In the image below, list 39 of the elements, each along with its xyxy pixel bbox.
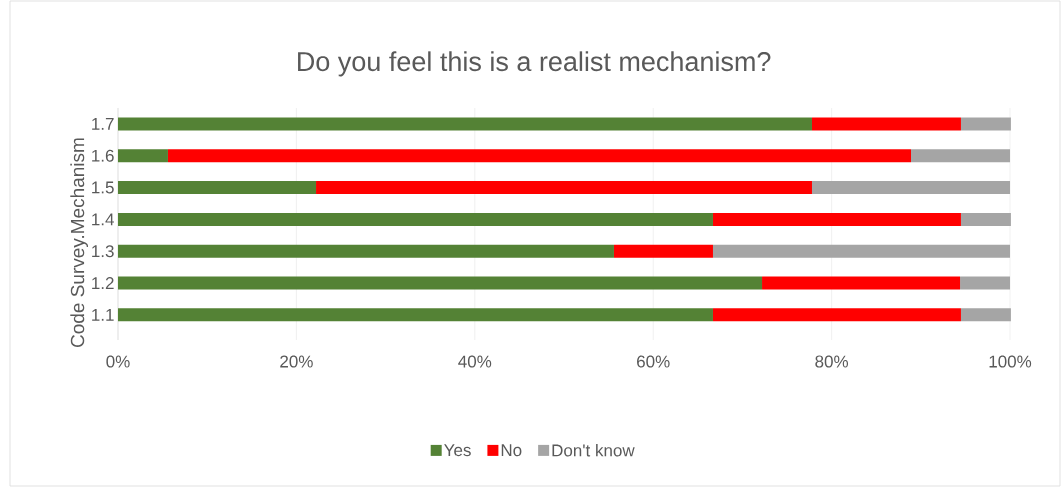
x-tick-label: 20% <box>280 355 313 368</box>
bar <box>712 244 1011 258</box>
bar <box>911 149 1011 163</box>
x-tick-label: 100% <box>989 355 1032 368</box>
chart-title: Do you feel this is a realist mechanism? <box>298 51 771 77</box>
bar <box>811 181 1011 195</box>
legend-label: Don't know <box>552 444 635 457</box>
bar <box>960 212 1011 226</box>
bar <box>712 308 961 322</box>
legend-label: Yes <box>444 444 471 457</box>
y-tick-label: 1.7 <box>92 118 114 130</box>
bar <box>118 276 763 290</box>
legend-label: No <box>501 444 522 457</box>
bar <box>712 212 961 226</box>
bar <box>613 244 713 258</box>
bar <box>118 308 713 322</box>
bar <box>118 117 812 131</box>
bar <box>762 276 961 290</box>
y-tick-label: 1.3 <box>92 245 114 258</box>
bar <box>118 181 317 195</box>
y-tick-label: 1.2 <box>92 277 114 289</box>
bar <box>811 117 961 131</box>
x-tick-label: 80% <box>815 355 849 368</box>
x-tick-label: 40% <box>458 355 492 368</box>
y-tick-label: 1.4 <box>92 213 114 226</box>
bar <box>960 308 1011 322</box>
bar <box>960 276 1011 290</box>
x-tick-label: 60% <box>637 355 670 368</box>
bar <box>167 149 911 163</box>
bar <box>960 117 1011 131</box>
y-tick-label: 1.1 <box>92 309 114 321</box>
y-axis-title: Code Survey.Mechanism <box>70 138 88 348</box>
y-tick-label: 1.6 <box>92 149 114 162</box>
bar <box>118 149 168 163</box>
bar <box>118 212 713 226</box>
y-tick-label: 1.5 <box>92 181 114 194</box>
bar <box>316 181 812 195</box>
x-tick-label: 0% <box>106 355 130 368</box>
bar <box>118 244 614 258</box>
